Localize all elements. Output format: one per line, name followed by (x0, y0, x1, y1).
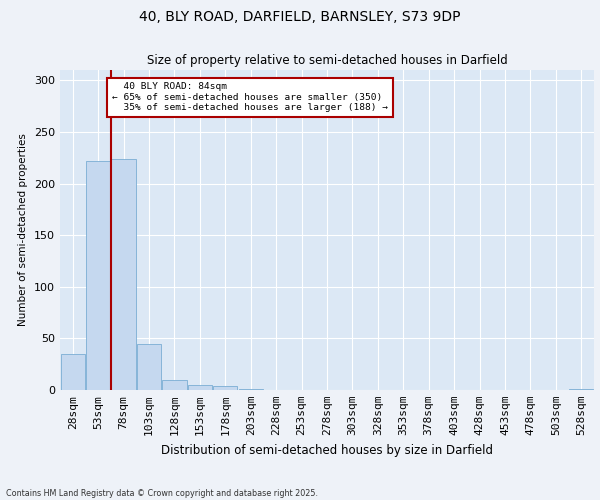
Bar (213, 386, 238, 390)
Text: 40 BLY ROAD: 84sqm
← 65% of semi-detached houses are smaller (350)
  35% of semi: 40 BLY ROAD: 84sqm ← 65% of semi-detache… (112, 82, 388, 112)
Bar (239, 389, 263, 390)
Y-axis label: Number of semi-detached properties: Number of semi-detached properties (19, 134, 28, 326)
Bar (188, 385, 212, 390)
Text: 40, BLY ROAD, DARFIELD, BARNSLEY, S73 9DP: 40, BLY ROAD, DARFIELD, BARNSLEY, S73 9D… (139, 10, 461, 24)
Bar (137, 344, 161, 390)
Bar (86, 161, 110, 390)
Bar (112, 159, 136, 390)
Bar (61, 354, 85, 390)
X-axis label: Distribution of semi-detached houses by size in Darfield: Distribution of semi-detached houses by … (161, 444, 493, 456)
Text: Contains HM Land Registry data © Crown copyright and database right 2025.: Contains HM Land Registry data © Crown c… (6, 488, 318, 498)
Bar (163, 380, 187, 390)
Bar (569, 389, 593, 390)
Title: Size of property relative to semi-detached houses in Darfield: Size of property relative to semi-detach… (146, 54, 508, 68)
